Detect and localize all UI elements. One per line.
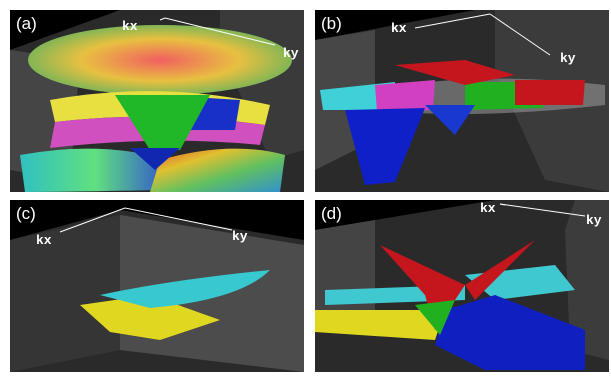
ky-axis-arrow	[489, 13, 551, 56]
ky-axis-label: ky	[232, 229, 248, 244]
lower-right-sheet	[150, 148, 285, 192]
kx-axis-arrow	[159, 17, 166, 21]
red-sheet-right	[465, 240, 535, 300]
ky-axis-arrow	[124, 207, 233, 231]
kx-axis-arrow	[59, 207, 126, 233]
magenta-sheet	[375, 80, 435, 112]
panel-d-label: (d)	[321, 204, 342, 223]
red-sheet-right	[515, 80, 585, 105]
lower-left-sheet	[20, 148, 170, 192]
panel-c-label: (c)	[16, 204, 36, 223]
kx-axis-label: kx	[122, 19, 138, 34]
kx-axis-label: kx	[36, 233, 52, 248]
cyan-sheet	[100, 270, 270, 308]
top-bowl-surface	[28, 25, 292, 95]
panel-b-render: kx ky	[315, 10, 609, 192]
yellow-sheet	[80, 295, 220, 340]
panel-a-render: kx ky	[10, 10, 304, 192]
panel-c-render: kx ky	[10, 207, 304, 372]
panel-a-label: (a)	[16, 14, 37, 33]
ky-axis-arrow	[164, 17, 276, 46]
blue-cone-small	[425, 105, 475, 135]
panel-b-label: (b)	[321, 14, 342, 33]
green-patch	[415, 300, 455, 335]
room-wall-left	[315, 220, 375, 320]
room-wall-left	[10, 215, 120, 372]
panel-d: kx ky (d)	[315, 200, 609, 372]
ky-axis-label: ky	[283, 46, 299, 61]
panel-d-render: kx ky	[315, 200, 609, 372]
kx-axis-label: kx	[391, 21, 407, 36]
kx-axis-label: kx	[480, 201, 496, 216]
ky-axis-label: ky	[560, 51, 576, 66]
ky-axis-arrow	[499, 203, 586, 217]
kx-axis-arrow	[414, 13, 491, 29]
green-cone	[115, 95, 210, 150]
red-sheet-top	[395, 60, 515, 85]
lower-blue-cone	[130, 148, 180, 170]
blue-cone	[345, 108, 425, 185]
kx-axis-arrow	[499, 203, 506, 206]
panel-a: kx ky (a)	[10, 10, 304, 192]
ky-axis-label: ky	[586, 213, 602, 228]
blue-sheet	[435, 295, 585, 370]
panel-b: kx ky (b)	[315, 10, 609, 192]
panel-c: kx ky (c)	[10, 200, 304, 372]
yellow-sheet	[315, 310, 445, 340]
room-wall-right	[565, 200, 609, 360]
